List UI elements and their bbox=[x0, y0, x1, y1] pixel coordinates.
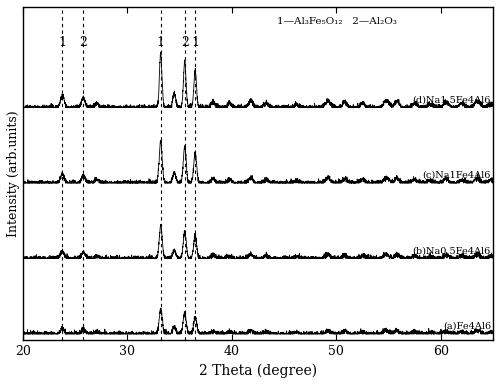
Text: (a)Fe4Al6: (a)Fe4Al6 bbox=[443, 321, 491, 331]
Text: 1: 1 bbox=[191, 36, 199, 49]
Text: 1—Al₃Fe₅O₁₂   2—Al₂O₃: 1—Al₃Fe₅O₁₂ 2—Al₂O₃ bbox=[276, 17, 396, 26]
X-axis label: 2 Theta (degree): 2 Theta (degree) bbox=[199, 364, 317, 378]
Text: 2: 2 bbox=[80, 36, 88, 49]
Text: (c)Na1Fe4Al6: (c)Na1Fe4Al6 bbox=[422, 171, 491, 180]
Text: 1: 1 bbox=[156, 36, 164, 49]
Text: (b)Na0.5Fe4Al6: (b)Na0.5Fe4Al6 bbox=[412, 246, 491, 255]
Text: 1: 1 bbox=[58, 36, 66, 49]
Y-axis label: Intensity (arb.units): Intensity (arb.units) bbox=[7, 110, 20, 237]
Text: (d)Na1.5Fe4Al6: (d)Na1.5Fe4Al6 bbox=[412, 95, 491, 104]
Text: 2: 2 bbox=[181, 36, 188, 49]
